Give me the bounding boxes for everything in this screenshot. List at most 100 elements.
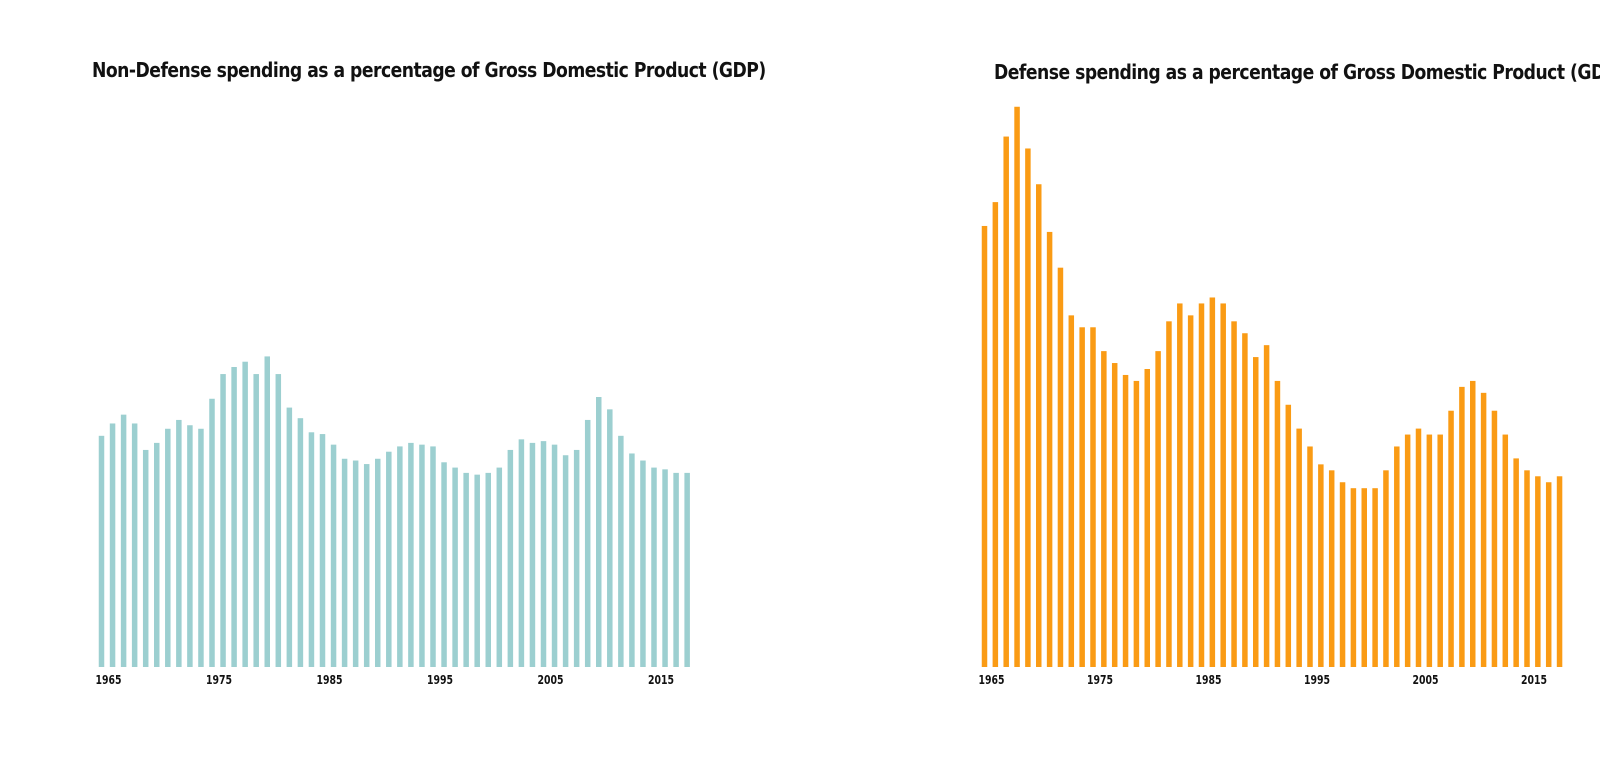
bar bbox=[176, 419, 182, 667]
bar bbox=[1101, 351, 1107, 667]
bar bbox=[1046, 231, 1053, 668]
bar bbox=[1404, 434, 1411, 667]
bar bbox=[1025, 148, 1031, 668]
bar bbox=[1524, 470, 1530, 667]
bar bbox=[1253, 357, 1259, 667]
bar bbox=[264, 356, 270, 667]
bar bbox=[1426, 434, 1433, 667]
bar bbox=[518, 439, 525, 667]
defense-bars: 1965 1975 1985 1995 2005 2015 bbox=[979, 106, 1563, 687]
bar bbox=[375, 458, 381, 667]
bar bbox=[1480, 392, 1487, 667]
bar bbox=[1383, 470, 1389, 667]
bar bbox=[507, 449, 514, 667]
bar bbox=[452, 467, 458, 667]
bar bbox=[573, 449, 580, 667]
bar bbox=[187, 425, 193, 667]
bar bbox=[109, 423, 116, 667]
bar bbox=[529, 442, 536, 667]
x-tick-label: 1995 bbox=[427, 673, 453, 687]
bar bbox=[1459, 386, 1465, 667]
bar bbox=[120, 414, 127, 667]
bar bbox=[1513, 458, 1519, 667]
bar bbox=[1339, 482, 1346, 667]
x-tick-label: 2015 bbox=[1521, 673, 1547, 687]
bar bbox=[363, 464, 370, 667]
bar bbox=[308, 432, 315, 667]
bar bbox=[1437, 434, 1443, 667]
bar bbox=[684, 472, 690, 667]
bar bbox=[1491, 410, 1498, 667]
bar bbox=[640, 460, 646, 667]
chart-title: Defense spending as a percentage of Gros… bbox=[994, 60, 1600, 84]
bar bbox=[297, 418, 304, 667]
bar bbox=[1155, 351, 1161, 667]
x-tick-label: 1965 bbox=[979, 673, 1005, 687]
bar bbox=[319, 434, 326, 667]
bar bbox=[1003, 136, 1009, 667]
bar bbox=[1296, 428, 1302, 667]
bar bbox=[629, 453, 635, 667]
bar bbox=[496, 467, 503, 667]
bar bbox=[1144, 369, 1150, 667]
bar bbox=[1220, 303, 1226, 667]
bar bbox=[1242, 333, 1248, 667]
bar bbox=[551, 444, 558, 667]
x-tick-label: 1985 bbox=[1196, 673, 1222, 687]
bar bbox=[673, 472, 679, 667]
bar bbox=[992, 202, 999, 667]
x-tick-label: 1995 bbox=[1304, 673, 1330, 687]
bar bbox=[1372, 488, 1378, 667]
bar bbox=[662, 469, 668, 667]
bar bbox=[540, 441, 547, 667]
x-tick-label: 1985 bbox=[317, 673, 343, 687]
bar bbox=[1231, 321, 1237, 667]
bar bbox=[154, 442, 160, 667]
bar bbox=[1274, 380, 1281, 667]
bar bbox=[1285, 404, 1292, 667]
bar bbox=[1133, 380, 1140, 667]
bar bbox=[142, 449, 149, 667]
bar bbox=[1122, 374, 1129, 667]
chart-title: Non-Defense spending as a percentage of … bbox=[92, 58, 766, 82]
bar bbox=[1535, 476, 1541, 667]
x-tick-label: 1965 bbox=[96, 673, 122, 687]
bar bbox=[341, 458, 348, 667]
bar bbox=[1556, 476, 1563, 667]
bar bbox=[253, 374, 259, 667]
bar bbox=[618, 435, 624, 667]
bar bbox=[562, 455, 569, 667]
bar bbox=[397, 446, 403, 667]
bar bbox=[1090, 327, 1096, 667]
bar bbox=[463, 472, 469, 667]
bar bbox=[275, 374, 282, 667]
bar bbox=[242, 361, 248, 667]
x-tick-label: 2015 bbox=[648, 673, 674, 687]
x-tick-label: 1975 bbox=[206, 673, 232, 687]
bar bbox=[584, 419, 591, 667]
bar bbox=[198, 428, 204, 667]
bar bbox=[607, 409, 613, 667]
bar bbox=[651, 467, 657, 667]
bar bbox=[1198, 303, 1205, 667]
x-tick-label: 1975 bbox=[1087, 673, 1113, 687]
bar bbox=[430, 446, 436, 667]
bar bbox=[1394, 446, 1400, 667]
bar bbox=[1318, 464, 1324, 667]
bar bbox=[131, 423, 138, 667]
bar bbox=[1415, 428, 1422, 667]
bar bbox=[1036, 184, 1042, 668]
bar bbox=[1502, 434, 1509, 667]
bar bbox=[419, 444, 425, 667]
bar bbox=[474, 474, 480, 667]
bar bbox=[1263, 345, 1270, 667]
bar bbox=[485, 472, 491, 667]
bar bbox=[1111, 363, 1118, 667]
bar bbox=[408, 442, 414, 667]
bar bbox=[441, 462, 447, 667]
bar bbox=[98, 435, 105, 667]
bar bbox=[1209, 297, 1216, 667]
bar bbox=[386, 451, 392, 667]
bar bbox=[165, 428, 171, 667]
